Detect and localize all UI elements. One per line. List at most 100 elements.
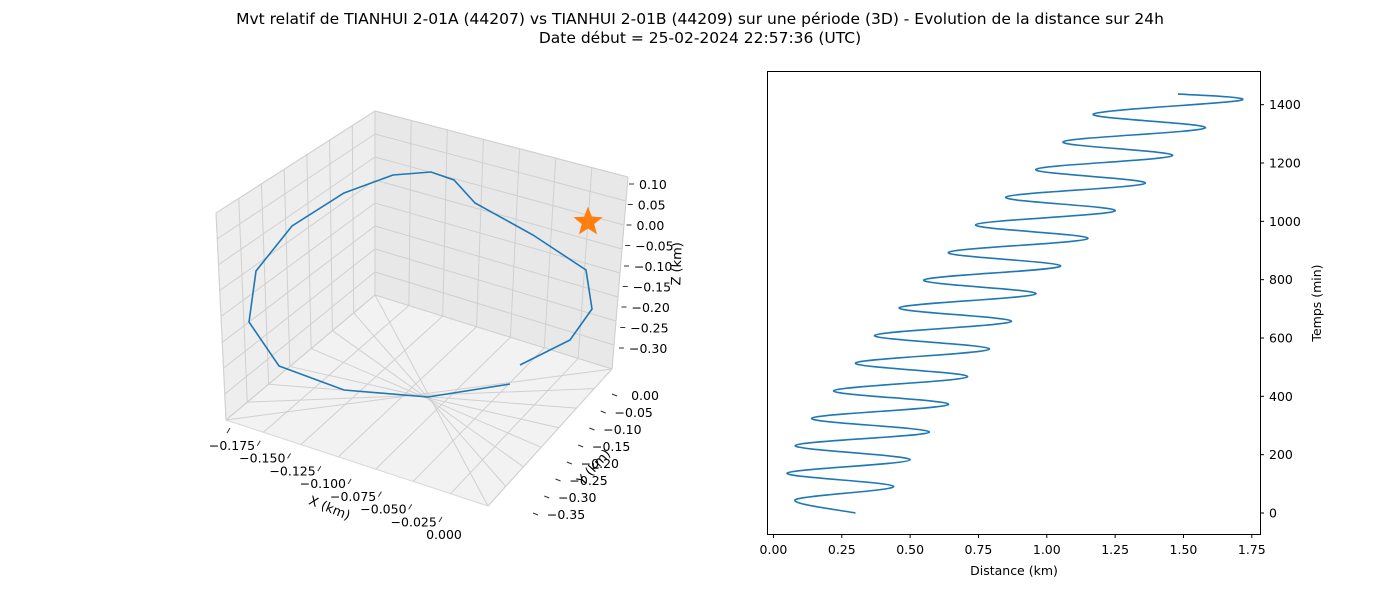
relative-trajectory-line [248,171,593,398]
y-tick-label: 1200 [1269,156,1301,171]
grid-line [224,271,376,395]
y-tick-label: −0.20 [581,456,619,471]
y-tick [600,410,606,414]
y-tick [611,393,618,397]
grid-line [412,347,545,482]
grid-line [215,110,376,214]
grid-line [215,212,227,421]
grid-line [300,315,444,445]
x-tick-label: −0.175 [209,438,255,453]
star-marker [573,206,603,235]
grid-line [260,183,270,385]
grid-line [509,148,521,338]
x-tick-label: 0.25 [828,542,856,557]
grid-line [225,294,376,421]
grid-line [442,129,448,317]
grid-line [611,176,629,370]
y-tick-label: −0.30 [558,490,596,505]
x-tick-label: 1.00 [1033,542,1061,557]
y-tick [577,444,584,448]
grid-line [450,358,579,495]
y-tick-label: −0.10 [603,422,641,437]
grid-line [216,133,376,240]
z-tick-label: −0.15 [633,280,671,295]
figure-title: Mvt relatif de TIANHUI 2-01A (44207) vs … [0,10,1400,48]
y-tick-label: −0.15 [592,439,630,454]
x-tick-label: −0.150 [239,451,285,466]
z-tick-label: 0.10 [639,177,667,192]
grid-line [218,156,376,266]
x-tick-label: −0.075 [330,489,376,504]
grid-line [374,248,617,322]
title-line-2: Date début = 25-02-2024 22:57:36 (UTC) [538,29,862,47]
title-line-1: Mvt relatif de TIANHUI 2-01A (44207) vs … [236,10,1164,28]
axes-3d: −0.175−0.150−0.125−0.100−0.075−0.050−0.0… [209,177,674,542]
y-tick [566,461,573,465]
x-tick-label: 0.000 [426,527,462,542]
distance-series-line [786,93,1244,514]
y-tick-label: 0 [1269,506,1277,521]
grid-line [543,158,557,348]
z-tick-label: 0.05 [638,198,666,213]
grid-line [306,154,312,349]
distance-axis-label: Distance (km) [970,563,1058,578]
z-tick-label: −0.25 [630,321,668,336]
relative-motion-3d-chart: −0.175−0.150−0.125−0.100−0.075−0.050−0.0… [209,110,686,542]
grid-line [221,225,376,343]
z-axis-label: Z (km) [669,242,686,286]
grid-line [263,305,410,433]
y-tick-label: −0.35 [547,507,585,522]
grid-line [487,368,613,507]
grid-line [329,140,333,331]
grid-line [374,110,629,178]
y-tick-label: 1000 [1269,214,1301,229]
y-tick-label: 400 [1269,389,1293,404]
y-axis-ticks: 0 200 400 600 800 1000 1200 1400 [1260,97,1301,521]
z-tick-label: −0.20 [632,300,670,315]
grid-line [283,169,291,367]
grid-line [219,179,376,292]
x-tick-label: −0.025 [391,514,437,529]
z-tick-label: −0.30 [629,341,667,356]
grid-line [476,139,484,327]
x-tick-label: −0.050 [360,502,406,517]
grid-line [408,120,412,306]
x-tick-label: 0.50 [896,542,924,557]
x-tick [317,465,322,472]
grid-line [374,294,613,370]
z-tick-label: −0.05 [635,239,673,254]
grid-lines [215,110,629,507]
grid-line [374,156,625,226]
grid-line [374,294,489,507]
grid-line [220,202,376,317]
x-tick [438,516,443,523]
grid-line [337,326,477,458]
plot-frame [767,71,1261,535]
y-tick-label: 600 [1269,331,1293,346]
grid-line [374,202,621,274]
y-tick [532,512,539,516]
x-tick [256,440,261,446]
x-tick-label: 1.25 [1101,542,1129,557]
x-tick-label: 0.75 [965,542,993,557]
z-tick-label: 0.00 [637,218,665,233]
time-axis-label: Temps (min) [1309,264,1324,342]
x-axis-ticks: 0.00 0.25 0.50 0.75 1.00 1.25 1.50 1.75 [760,534,1266,557]
x-tick-label: −0.125 [269,463,315,478]
grid-line [351,125,355,313]
y-tick-label: −0.25 [569,473,607,488]
grid-line [332,330,524,468]
grid-line [375,336,511,470]
y-tick-label: 200 [1269,447,1293,462]
x-tick-label: 0.00 [760,542,788,557]
grid-line [353,312,507,487]
z-tick-label: −0.10 [634,259,672,274]
x-tick [226,427,231,434]
y-tick [555,478,561,482]
y-tick-label: 800 [1269,272,1293,287]
grid-line [238,198,248,403]
grid-line [374,179,623,250]
y-tick-label: −0.05 [615,405,653,420]
x-tick-label: 1.50 [1170,542,1198,557]
x-tick [377,491,382,497]
